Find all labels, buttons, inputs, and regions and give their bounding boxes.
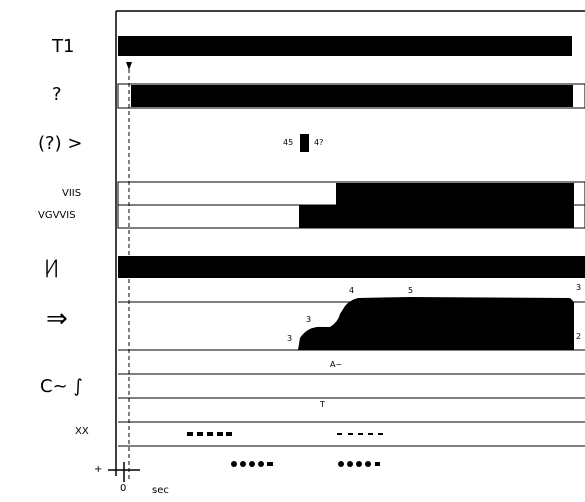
axis-origin-label: 0 [120, 483, 127, 494]
row7-mid-label: A~ [330, 360, 343, 369]
curve-label-e: 3 [576, 283, 582, 292]
row2-label: ? [52, 84, 62, 105]
curve-label-c: 4 [349, 286, 355, 295]
row9-label: + [94, 464, 103, 475]
curve-label-b: 3 [306, 315, 312, 324]
row6-curve-fill [298, 297, 574, 350]
row4a-label: VIIS [62, 188, 82, 199]
row8-markers [187, 432, 383, 436]
row5-bar [118, 256, 585, 278]
row3-pulse [300, 134, 309, 152]
axis-unit-label: sec [152, 485, 169, 496]
curve-label-a: 3 [287, 334, 293, 343]
row5-label: |⁄| [44, 257, 60, 278]
pulse-left-label: 45 [283, 138, 294, 147]
curve-label-f: 2 [576, 332, 582, 341]
row9-markers [231, 461, 380, 467]
row1-bar [118, 36, 572, 56]
pulse-right-label: 4? [314, 138, 324, 147]
row7-label: C~ ∫ [40, 376, 83, 397]
row2-bar [131, 85, 573, 107]
row4b-label: VGVVIS [38, 210, 76, 221]
row8-label: XX [75, 426, 89, 437]
curve-label-d: 5 [408, 286, 414, 295]
row6-label: ⇒ [46, 304, 68, 334]
row7-lower-label: T [320, 400, 325, 409]
row2-box [117, 83, 585, 109]
cursor-arrow [126, 62, 132, 70]
row1-label: T1 [52, 36, 75, 57]
row4b-bar [299, 205, 574, 228]
row3-label: (?) > [38, 133, 83, 154]
row4a-bar [336, 183, 574, 205]
